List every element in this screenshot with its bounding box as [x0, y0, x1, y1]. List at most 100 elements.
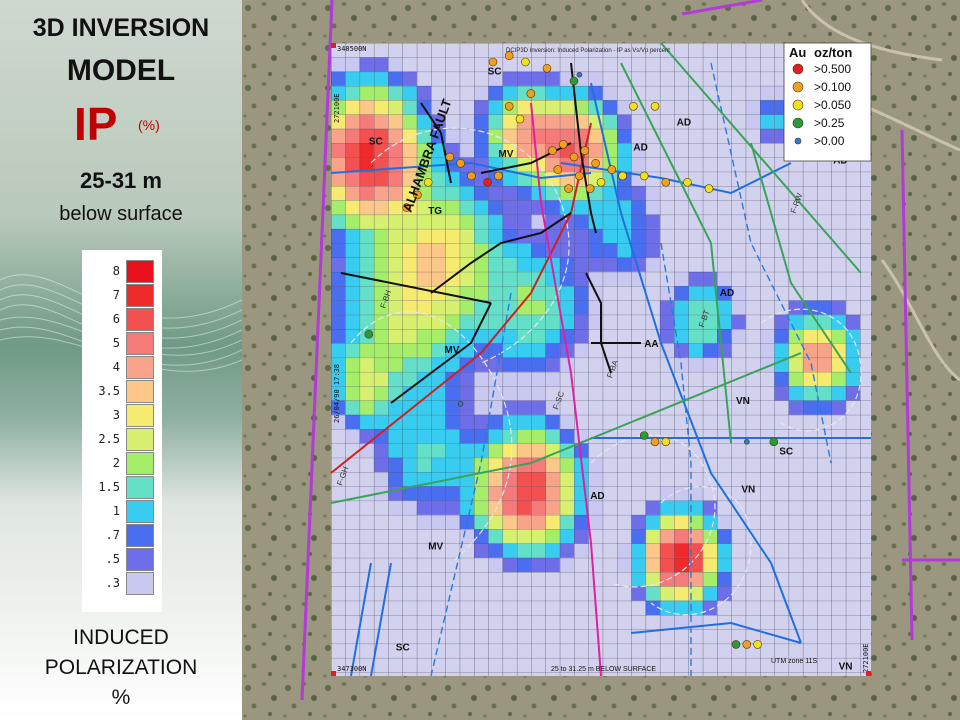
- legend-swatch: [126, 452, 154, 475]
- left-mid-coordinate: 26/04/90 17:38: [333, 364, 341, 423]
- geology-label: AD: [720, 288, 734, 299]
- au-sample-dot: [548, 146, 557, 155]
- geology-label: VN: [839, 662, 853, 673]
- cell-grid: [331, 43, 871, 676]
- au-sample-dot: [753, 640, 762, 649]
- au-sample-dot: [402, 203, 411, 212]
- au-sample-dot: [629, 101, 638, 111]
- au-legend-header-au: Au: [789, 45, 806, 60]
- title-line-2: MODEL: [66, 54, 176, 87]
- legend-value-label: .5: [105, 552, 120, 566]
- au-sample-dot: [521, 57, 530, 67]
- au-sample-dot: [467, 171, 476, 181]
- ip-inversion-map: SCSCMVADADADTGADAAMVVNSCVNADMVSCVNF-GHF-…: [242, 0, 960, 720]
- legend-value-label: 4: [112, 360, 120, 374]
- au-sample-dot: [650, 437, 660, 447]
- legend-swatch: [126, 332, 154, 355]
- au-sample-dot: [743, 438, 750, 445]
- au-sample-dot: [526, 89, 536, 98]
- legend-swatch: [126, 260, 154, 283]
- legend-value-label: .3: [105, 576, 120, 590]
- au-sample-dot: [585, 184, 595, 193]
- legend-value-label: 2: [112, 456, 120, 470]
- title-panel: 3D INVERSION MODEL IP (%) 25-31 m below …: [0, 0, 242, 720]
- depth-subtitle: below surface: [59, 203, 183, 225]
- au-sample-dot: [580, 146, 590, 155]
- legend-swatch: [126, 500, 154, 523]
- legend-value-label: 1.5: [98, 480, 120, 494]
- geology-label: MV: [498, 149, 513, 160]
- au-sample-dot: [575, 171, 584, 181]
- au-sample-dot: [558, 140, 568, 149]
- geology-label: TG: [428, 206, 442, 217]
- legend-value-label: 6: [112, 312, 120, 326]
- legend-swatch: [126, 572, 154, 595]
- au-legend-label: >0.25: [814, 116, 845, 130]
- mine-workings: [340, 62, 641, 404]
- legend-value-label: 2.5: [98, 432, 120, 446]
- fault-magenta: [530, 102, 602, 677]
- au-sample-dot: [504, 51, 514, 60]
- faults-dashed: [430, 62, 832, 677]
- corner-marker: [331, 671, 336, 676]
- fault-red: [330, 122, 592, 474]
- geology-label: MV: [428, 541, 443, 552]
- faults-green: [330, 42, 862, 504]
- au-sample-dot: [564, 184, 573, 193]
- legend-swatch: [126, 284, 154, 307]
- au-sample-dot: [483, 178, 492, 187]
- geology-label: AD: [677, 117, 691, 128]
- au-sample-dot: [488, 57, 498, 67]
- top-left-coordinate: 348500N: [337, 45, 367, 53]
- au-legend-label: >0.00: [814, 134, 845, 148]
- au-sample-dot: [661, 437, 671, 447]
- legend-swatch: [126, 380, 154, 403]
- au-sample-dot: [423, 178, 433, 187]
- au-sample-dot: [494, 171, 503, 181]
- au-sample-dot: [569, 76, 579, 86]
- au-legend-label: >0.100: [814, 80, 851, 94]
- title-line-1: 3D INVERSION: [32, 14, 210, 42]
- legend-value-label: .7: [105, 528, 120, 542]
- au-sample-dot: [553, 165, 563, 174]
- depth-range: 25-31 m: [80, 168, 162, 193]
- au-sample-dot: [413, 190, 422, 200]
- legend-swatch: [126, 308, 154, 331]
- au-sample-dot: [596, 178, 606, 187]
- legend-value-label: 8: [112, 264, 120, 278]
- bottom-caption: 25 to 31.25 m BELOW SURFACE: [551, 666, 656, 673]
- geology-label: VN: [736, 396, 750, 407]
- au-sample-dot: [456, 159, 465, 168]
- legend-swatch: [126, 404, 154, 427]
- plot-header: DCIP3D Inversion: Induced Polarization -…: [506, 48, 670, 54]
- au-legend-dot: [792, 81, 804, 93]
- au-legend-label: >0.500: [814, 62, 851, 76]
- au-sample-dot: [742, 640, 752, 649]
- geology-label: SC: [779, 446, 793, 457]
- legend-swatch: [126, 356, 154, 379]
- au-legend-items: >0.500 >0.100 >0.050 >0.25 >0.00: [792, 62, 851, 148]
- au-sample-dot: [731, 640, 741, 649]
- au-sample-points: [364, 51, 779, 649]
- ip-color-legend: 8 7 6 5 4 3.5 3 2.5 2 1.5 1 .7 .5 .3: [82, 250, 162, 612]
- au-legend: Au oz/ton >0.500 >0.100 >0.050 >0.25 >0.00: [783, 42, 872, 162]
- au-legend-header-unit: oz/ton: [814, 45, 852, 60]
- legend-caption-line-1: INDUCED: [73, 626, 169, 649]
- au-sample-dot: [607, 165, 617, 174]
- legend-swatch: [126, 428, 154, 451]
- au-sample-dot: [618, 171, 627, 181]
- au-sample-dot: [591, 159, 600, 168]
- legend-value-label: 5: [112, 336, 120, 350]
- right-coordinate: 272100E: [862, 643, 870, 673]
- au-legend-label: >0.050: [814, 98, 851, 112]
- geology-label: AD: [633, 143, 647, 154]
- legend-value-label: 7: [112, 288, 120, 302]
- au-sample-dot: [683, 178, 692, 187]
- au-legend-dot: [792, 63, 804, 75]
- legend-caption-line-3: %: [111, 686, 131, 709]
- au-legend-dot: [794, 137, 802, 145]
- legend-swatch: [126, 548, 154, 571]
- left-coordinate: 272100E: [333, 93, 341, 123]
- au-legend-dot: [792, 99, 804, 111]
- corner-marker: [866, 671, 871, 676]
